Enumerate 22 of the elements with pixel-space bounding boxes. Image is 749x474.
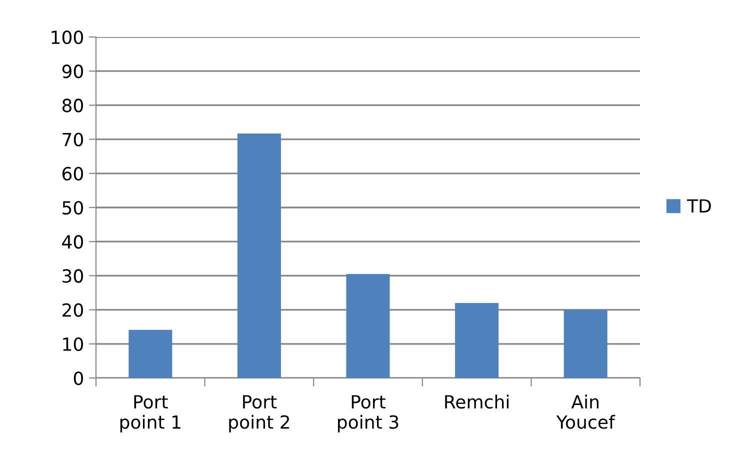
x-tick-label: Ain Youcef [556, 394, 616, 429]
y-tick-label: 100 [52, 30, 83, 44]
y-tick-label: 40 [62, 235, 83, 249]
y-tick-label: 0 [74, 371, 83, 386]
bar [128, 330, 172, 378]
x-tick-label: Port point 2 [229, 395, 290, 432]
legend-label: TD [686, 199, 711, 212]
bar [237, 134, 281, 378]
x-tick-label: Port point 3 [338, 395, 398, 432]
bar [346, 274, 390, 378]
bar [455, 302, 499, 378]
y-tick-label: 50 [62, 200, 83, 215]
y-tick-label: 90 [62, 64, 83, 78]
y-tick-label: 30 [62, 269, 83, 283]
bar [564, 310, 608, 378]
x-tick-label: Remchi [445, 394, 509, 409]
y-tick-label: 60 [62, 166, 83, 181]
y-tick-label: 20 [62, 303, 83, 317]
y-tick-label: 10 [63, 337, 83, 352]
y-tick-label: 80 [62, 98, 83, 112]
y-tick-label: 70 [62, 132, 83, 146]
x-tick-label: Port point 1 [120, 395, 180, 432]
